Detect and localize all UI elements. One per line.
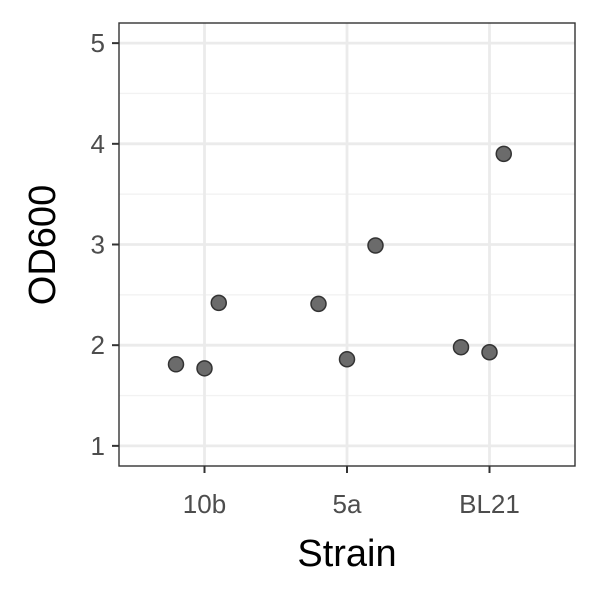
y-tick-label: 3 (91, 230, 105, 260)
data-point (367, 237, 384, 254)
data-point (481, 343, 498, 361)
y-tick-label: 5 (91, 28, 105, 58)
data-point (167, 356, 185, 373)
x-tick-label: 5a (333, 489, 362, 519)
y-tick-label: 4 (91, 129, 105, 159)
y-tick-label: 2 (91, 330, 105, 360)
x-axis: 10b 5a BL21 (183, 466, 520, 519)
y-axis-title: OD600 (22, 185, 64, 305)
y-axis: 1 2 3 4 5 (91, 28, 119, 461)
data-point (196, 360, 213, 377)
y-tick-label: 1 (91, 431, 105, 461)
data-points (167, 145, 512, 377)
data-point (495, 145, 512, 163)
major-grid (119, 23, 575, 466)
x-axis-title: Strain (297, 533, 396, 575)
data-point (310, 295, 327, 313)
data-point (210, 294, 227, 312)
x-tick-label: 10b (183, 489, 226, 519)
data-point (338, 351, 356, 368)
x-tick-label: BL21 (459, 489, 520, 519)
data-point (452, 338, 470, 356)
